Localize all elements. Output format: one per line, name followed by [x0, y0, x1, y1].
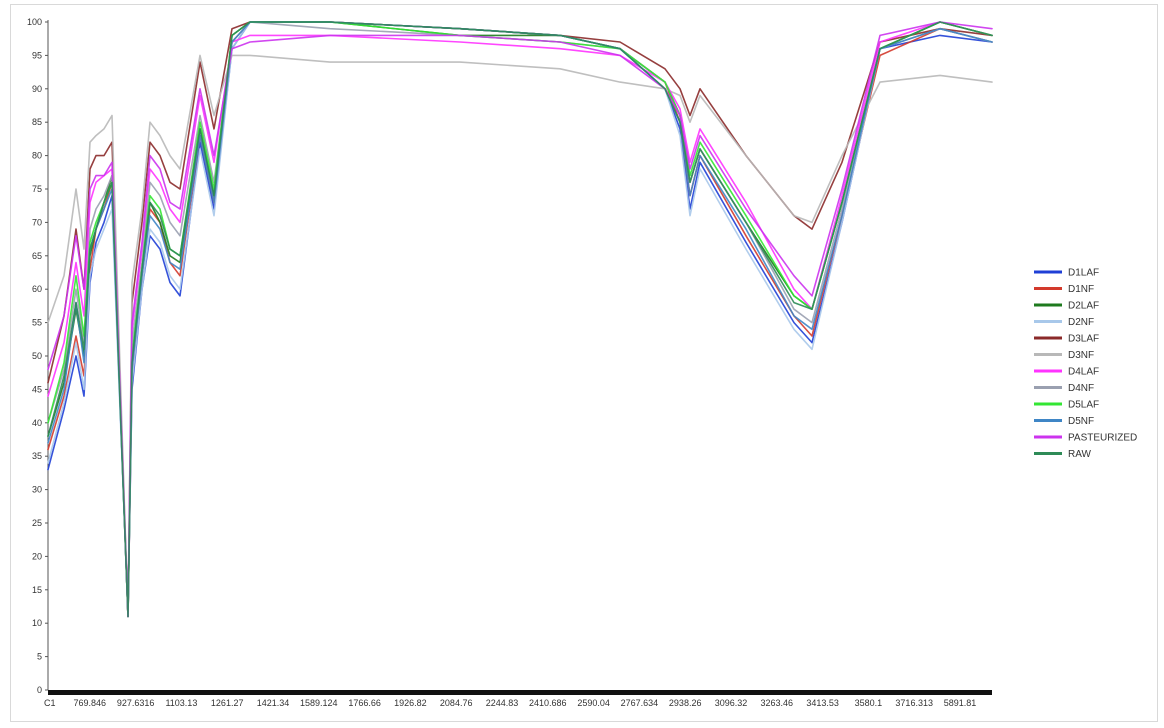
legend-label: D4NF [1068, 383, 1094, 394]
x-tick-label: 3263.46 [761, 698, 794, 708]
x-tick-label: 1421.34 [257, 698, 290, 708]
y-tick-label: 20 [32, 551, 42, 561]
legend-label: D2NF [1068, 317, 1094, 328]
x-tick-label: 1926.82 [394, 698, 427, 708]
legend-label: D1LAF [1068, 268, 1099, 279]
y-tick-label: 85 [32, 117, 42, 127]
series-line-d3nf [47, 54, 993, 618]
legend: D1LAF D1NF D2LAF D2NF D3LAF D3NF D4LAF D4NF D5LA… [1034, 268, 1137, 460]
y-tick-label: 80 [32, 151, 42, 161]
y-tick-label: 65 [32, 251, 42, 261]
x-axis-bar [48, 690, 992, 695]
legend-label: D1NF [1068, 284, 1094, 295]
y-tick-label: 100 [27, 17, 42, 27]
x-tick-label: 769.846 [74, 698, 107, 708]
y-tick-label: 10 [32, 618, 42, 628]
y-tick-label: 75 [32, 184, 42, 194]
x-tick-label: 2084.76 [440, 698, 473, 708]
y-tick-label: 0 [37, 685, 42, 695]
y-tick-label: 35 [32, 451, 42, 461]
y-tick-label: 40 [32, 418, 42, 428]
chart-frame [10, 4, 1158, 722]
legend-label: D2LAF [1068, 301, 1099, 312]
x-tick-label: 2410.686 [529, 698, 567, 708]
y-tick-label: 90 [32, 84, 42, 94]
y-tick-label: 95 [32, 50, 42, 60]
x-tick-label: 2767.634 [621, 698, 659, 708]
series-line-pasteurized [47, 21, 993, 618]
x-tick-label: 5891.81 [944, 698, 977, 708]
x-tick-label: 2590.04 [577, 698, 610, 708]
legend-label: D3LAF [1068, 334, 1099, 345]
x-tick-label: 3716.313 [895, 698, 933, 708]
series-group [47, 21, 993, 618]
x-tick-label: 1766.66 [348, 698, 381, 708]
x-tick-label: C1 [44, 698, 56, 708]
legend-label: D3NF [1068, 350, 1094, 361]
x-tick-label: 1261.27 [211, 698, 244, 708]
x-tick-label: 3580.1 [855, 698, 883, 708]
series-line-raw [47, 21, 993, 618]
series-line-d2nf [47, 21, 993, 611]
x-tick-label: 1589.124 [300, 698, 338, 708]
y-tick-label: 15 [32, 585, 42, 595]
y-tick-label: 30 [32, 485, 42, 495]
legend-label: D5LAF [1068, 400, 1099, 411]
y-tick-label: 5 [37, 652, 42, 662]
y-tick-label: 60 [32, 284, 42, 294]
y-tick-label: 70 [32, 217, 42, 227]
y-tick-label: 55 [32, 318, 42, 328]
y-tick-label: 45 [32, 384, 42, 394]
y-tick-label: 50 [32, 351, 42, 361]
legend-label: D5NF [1068, 416, 1094, 427]
x-tick-label: 3096.32 [715, 698, 748, 708]
legend-label: D4LAF [1068, 367, 1099, 378]
x-tick-label: 3413.53 [806, 698, 839, 708]
x-tick-label: 2244.83 [486, 698, 519, 708]
x-tick-label: 927.6316 [117, 698, 155, 708]
x-tick-label: 1103.13 [165, 698, 197, 708]
legend-label: RAW [1068, 449, 1092, 460]
x-tick-label: 2938.26 [669, 698, 702, 708]
y-tick-label: 25 [32, 518, 42, 528]
legend-label: PASTEURIZED [1068, 433, 1137, 444]
